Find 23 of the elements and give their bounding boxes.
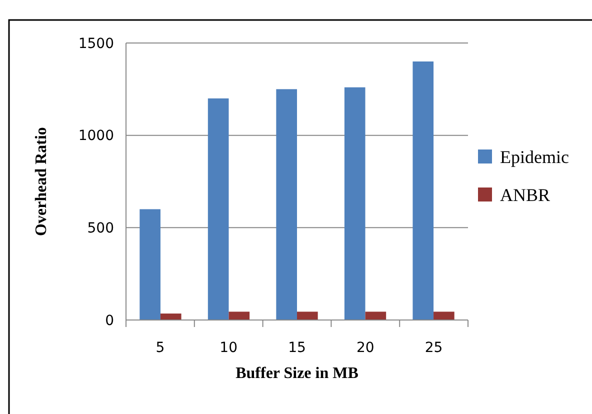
legend-label: Epidemic (500, 146, 569, 167)
bar (365, 312, 386, 320)
y-tick-label: 0 (105, 312, 114, 329)
legend-label: ANBR (500, 184, 550, 205)
x-tick-label: 25 (424, 340, 443, 356)
y-axis-title: Overhead Ratio (33, 127, 50, 236)
y-tick-label: 1500 (78, 36, 114, 52)
y-tick-label: 1000 (78, 128, 114, 144)
bar (412, 61, 434, 320)
bar (434, 312, 454, 320)
x-tick-label: 15 (288, 340, 306, 356)
bar (160, 314, 182, 320)
bar (297, 312, 318, 320)
y-tick-label: 500 (87, 220, 114, 237)
x-tick-label: 10 (220, 340, 238, 356)
x-tick-label: 5 (156, 340, 165, 356)
x-axis-title: Buffer Size in MB (236, 365, 359, 382)
bar (208, 98, 229, 320)
bar (228, 312, 250, 320)
bar (344, 87, 366, 320)
x-tick-label: 20 (356, 340, 374, 356)
bar (140, 209, 160, 320)
bar (276, 89, 297, 320)
